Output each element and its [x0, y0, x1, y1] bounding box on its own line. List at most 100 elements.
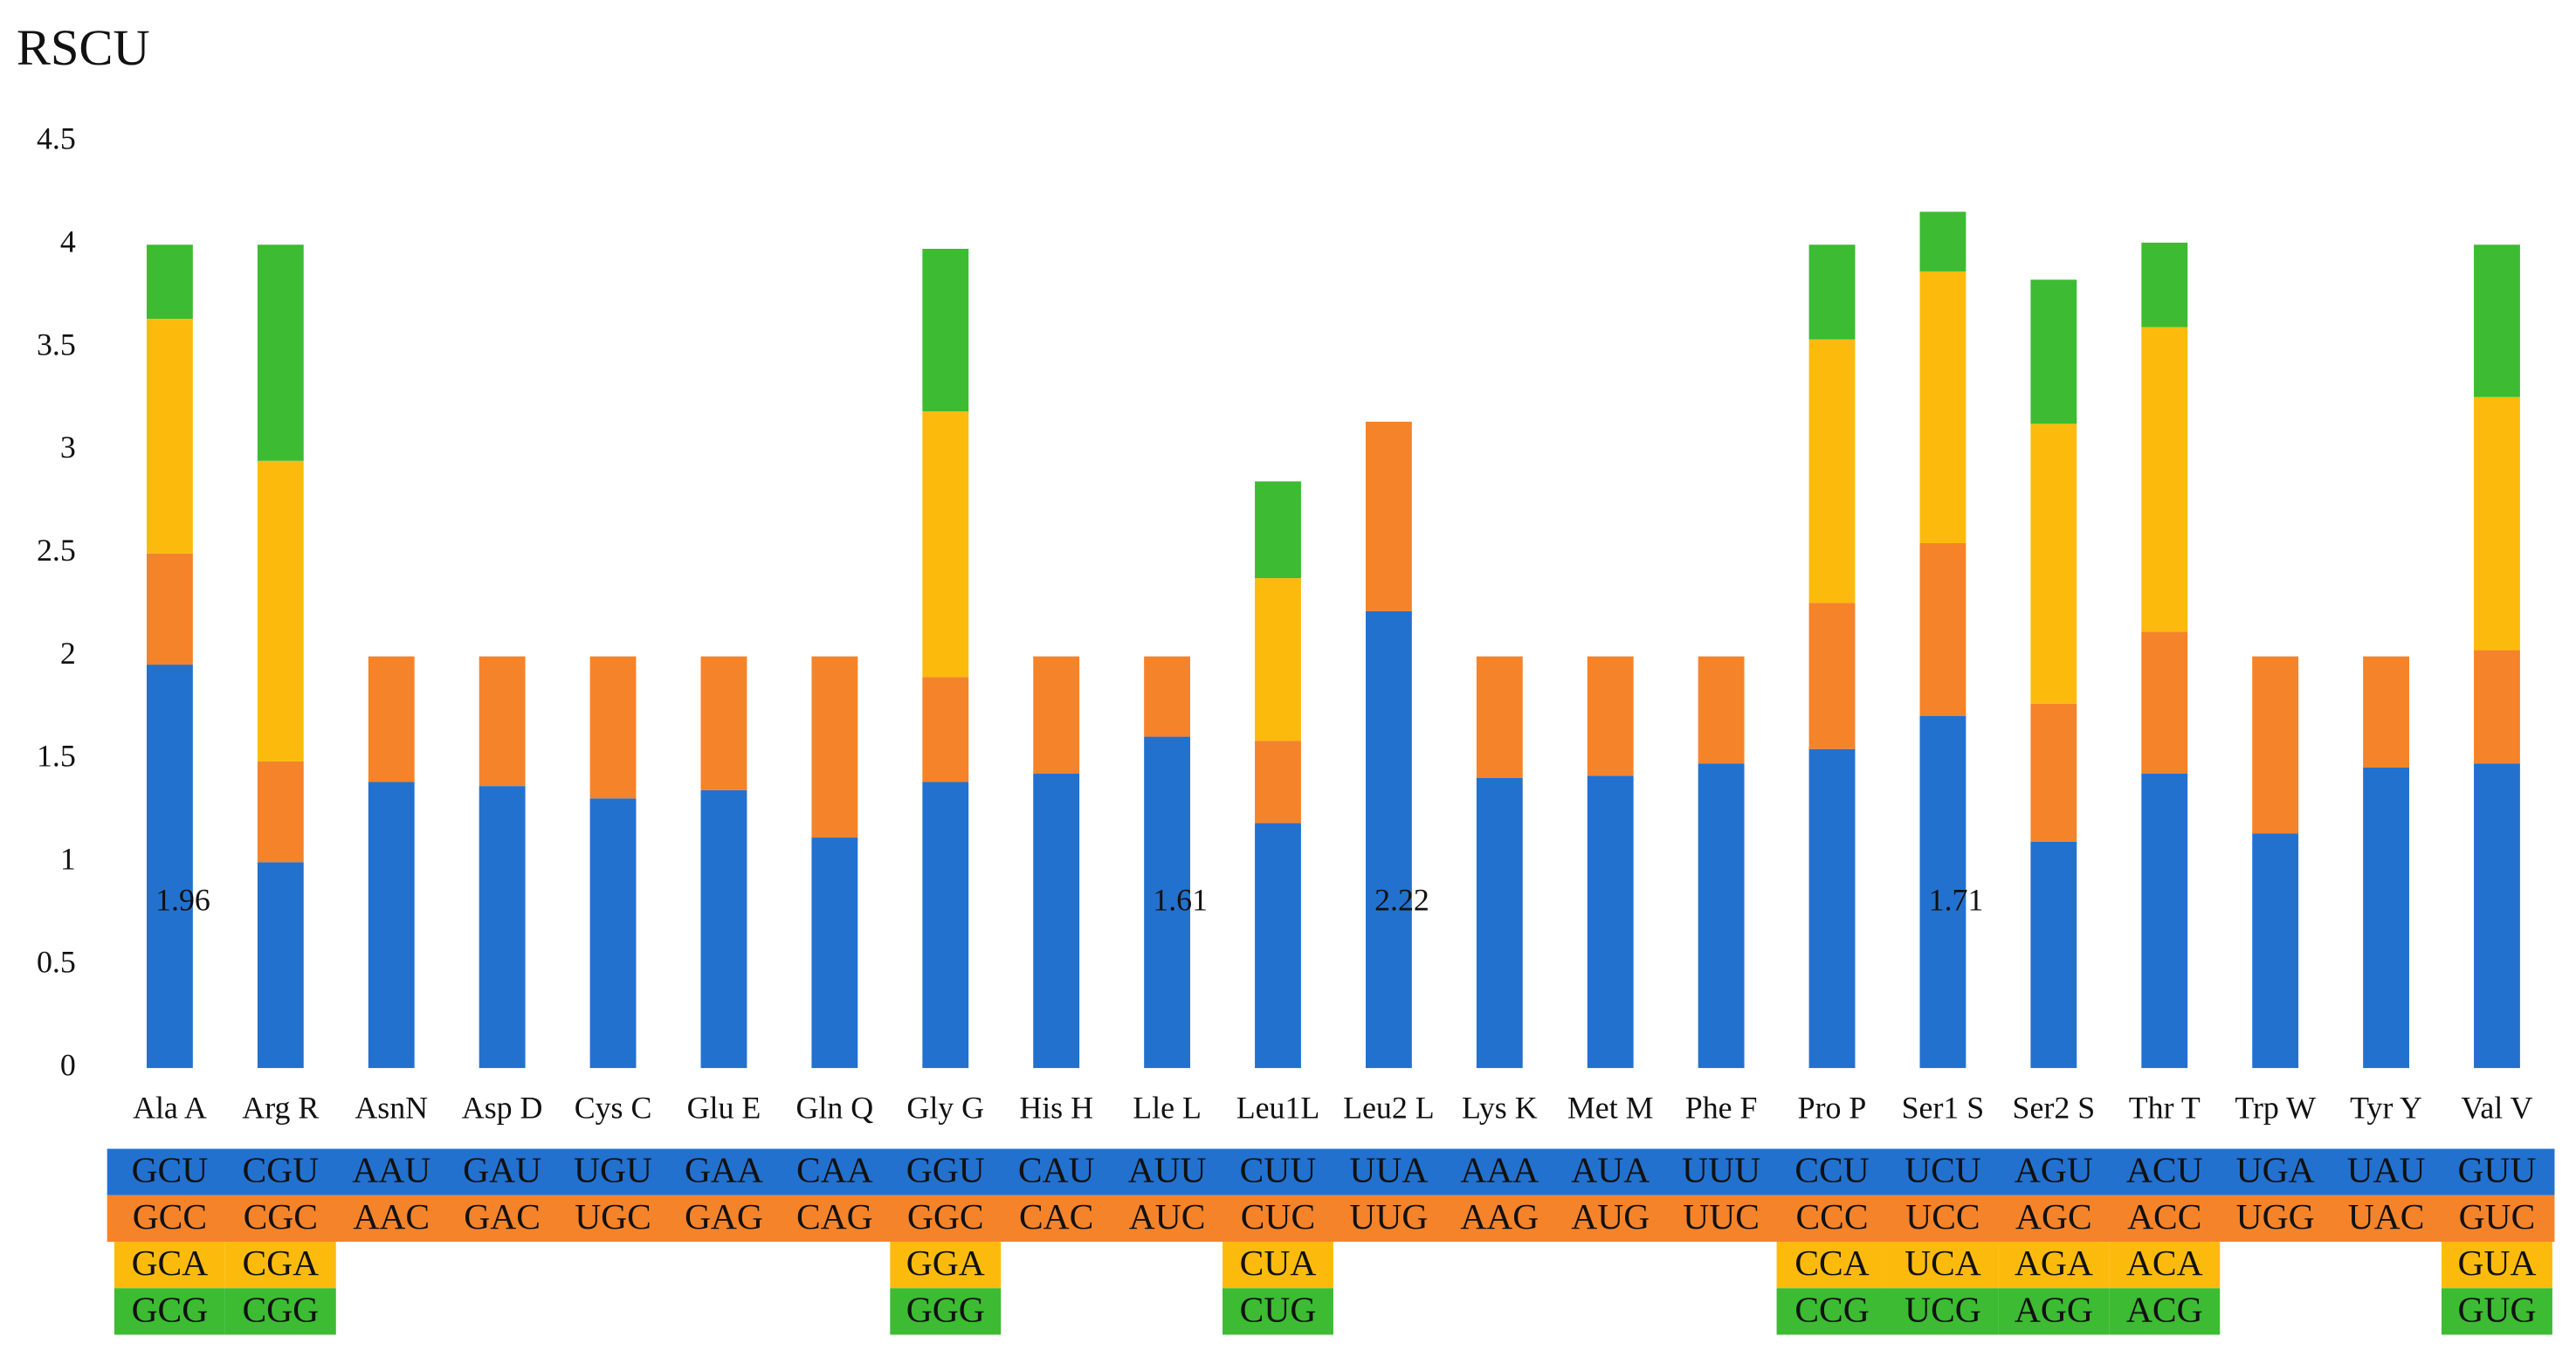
x-tick-label: Asp D: [462, 1090, 543, 1125]
x-tick-label: Leu1L: [1236, 1090, 1320, 1125]
bar-segment: [257, 460, 304, 761]
bar-segment: [2030, 841, 2077, 1069]
codon-label: AAU: [352, 1150, 430, 1190]
codon-cell: [1223, 1288, 1333, 1335]
bar-segment: [922, 677, 969, 782]
bar-segment: [811, 837, 858, 1069]
bar-segment: [1476, 777, 1523, 1069]
x-tick-label: Ser2 S: [2013, 1090, 2096, 1125]
codon-cell: [1998, 1242, 2110, 1289]
codon-label: CGG: [242, 1289, 319, 1329]
x-tick-label: Thr T: [2129, 1090, 2201, 1125]
codon-label: UCU: [1904, 1150, 1981, 1190]
codon-label: GCA: [132, 1243, 209, 1283]
codon-cell: [1776, 1242, 1888, 1289]
codon-label: GUG: [2458, 1289, 2537, 1329]
codon-label: AAG: [1460, 1196, 1539, 1236]
codon-label: GUU: [2458, 1150, 2537, 1190]
codon-label: UGA: [2236, 1150, 2315, 1190]
y-tick-label: 1: [60, 842, 76, 877]
x-tick-label: Glu E: [687, 1090, 761, 1125]
codon-label: GCU: [132, 1150, 209, 1190]
x-tick-label: Lle L: [1133, 1090, 1202, 1125]
bar-segment: [700, 789, 747, 1069]
value-label: 1.71: [1929, 883, 1984, 918]
y-tick-label: 1.5: [37, 739, 76, 774]
x-tick-label: Ala A: [133, 1090, 207, 1125]
codon-label: GAC: [464, 1196, 541, 1236]
codon-cell: [890, 1242, 1002, 1289]
y-tick-label: 2: [60, 636, 76, 671]
codon-label: UCC: [1905, 1196, 1980, 1236]
codon-label: AGC: [2015, 1196, 2092, 1236]
codon-label: GCG: [132, 1289, 209, 1329]
y-tick-label: 4: [60, 224, 76, 258]
codon-label: ACG: [2126, 1289, 2203, 1329]
codon-label: AAA: [1460, 1150, 1539, 1190]
codon-label: AUA: [1571, 1150, 1650, 1190]
x-tick-label: Lys K: [1462, 1090, 1538, 1125]
bar-segment: [1808, 245, 1856, 340]
codon-label: CAU: [1018, 1150, 1095, 1190]
codon-cell: [2442, 1288, 2552, 1335]
bar-segment: [2474, 650, 2520, 764]
codon-label: CCU: [1794, 1150, 1869, 1190]
y-tick-label: 3: [60, 430, 76, 465]
codon-label: CGU: [242, 1150, 319, 1190]
codon-label: ACA: [2126, 1243, 2203, 1283]
bar-segment: [146, 319, 193, 554]
codon-cell: [114, 1288, 225, 1335]
value-label: 1.61: [1153, 883, 1208, 918]
bar-segment: [146, 553, 193, 665]
value-label: 2.22: [1374, 883, 1429, 918]
bar-segment: [1255, 578, 1301, 741]
codon-label: UGG: [2236, 1196, 2315, 1236]
bar-segment: [1808, 748, 1856, 1069]
chart-title: RSCU: [17, 19, 150, 76]
codon-label: UCG: [1904, 1289, 1981, 1329]
codon-label: UGC: [575, 1196, 651, 1236]
bar-segment: [257, 245, 304, 461]
bar-segment: [2030, 424, 2077, 704]
bar-segment: [1587, 656, 1634, 776]
bar-segment: [1587, 775, 1634, 1069]
bar-segment: [1365, 610, 1412, 1069]
value-label: 1.96: [155, 883, 210, 918]
bar-segment: [2030, 279, 2077, 424]
bar-segment: [1144, 656, 1191, 737]
y-tick-label: 3.5: [37, 327, 76, 362]
codon-row: [107, 1148, 2555, 1195]
codon-label: CAC: [1019, 1196, 1093, 1236]
codon-label: AUG: [1571, 1196, 1650, 1236]
bar-segment: [2141, 631, 2188, 775]
bar-segment: [922, 248, 969, 412]
y-tick-label: 4.5: [37, 121, 76, 156]
x-tick-label: Val V: [2461, 1090, 2532, 1125]
codon-label: AUC: [1129, 1196, 1206, 1236]
codon-label: ACC: [2127, 1196, 2201, 1236]
y-tick-label: 2.5: [37, 533, 76, 568]
codon-cell: [1776, 1288, 1888, 1335]
codon-cell: [224, 1288, 336, 1335]
bar-segment: [1698, 763, 1745, 1069]
bar-segment: [2141, 327, 2188, 632]
codon-label: CCC: [1795, 1196, 1868, 1236]
codon-label: UUU: [1682, 1150, 1760, 1190]
bar-segment: [1919, 271, 1966, 544]
codon-label: GAU: [463, 1150, 541, 1190]
bar-segment: [146, 665, 193, 1069]
codon-label: CUG: [1240, 1289, 1317, 1329]
codon-label: CUA: [1240, 1243, 1317, 1283]
bar-segment: [1698, 656, 1745, 764]
bar-segment: [2474, 245, 2520, 397]
bar-segment: [1255, 481, 1301, 579]
x-tick-label: Trp W: [2235, 1090, 2316, 1125]
bar-segment: [2141, 774, 2188, 1069]
bar-segment: [257, 862, 304, 1069]
y-tick-label: 0: [60, 1047, 76, 1082]
codon-label: GUA: [2458, 1243, 2537, 1283]
bar-segment: [922, 411, 969, 678]
bar-segment: [2474, 763, 2520, 1069]
codon-label: UUC: [1683, 1196, 1760, 1236]
x-tick-label: Gln Q: [796, 1090, 874, 1125]
